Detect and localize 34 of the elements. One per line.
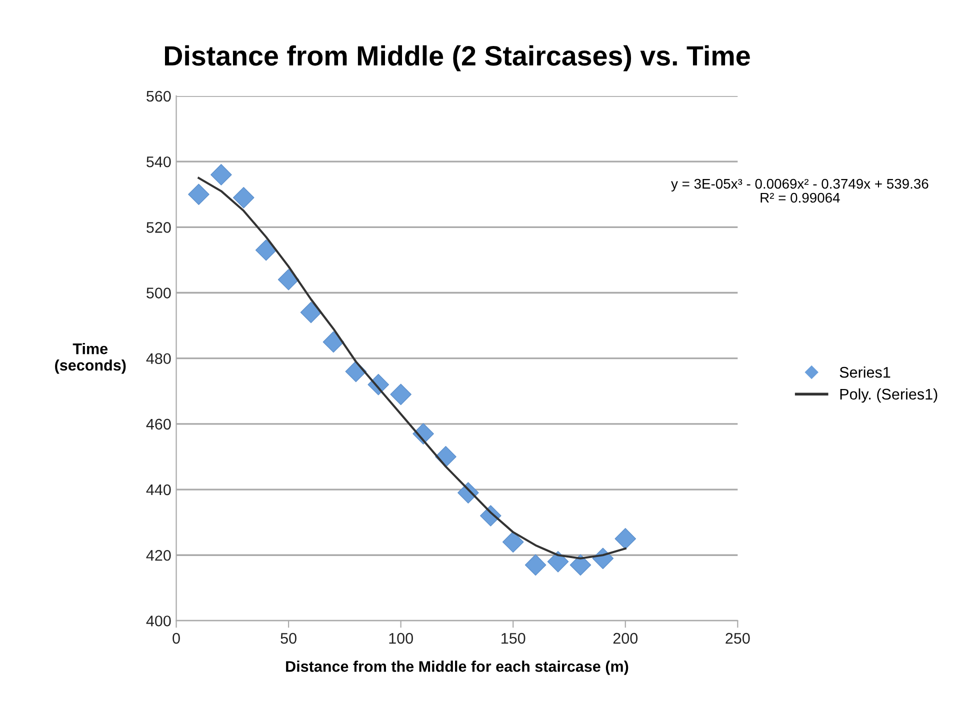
point bbox=[300, 302, 322, 324]
point bbox=[570, 554, 592, 576]
point bbox=[210, 164, 232, 186]
point bbox=[390, 384, 412, 406]
x-tick-label: 0 bbox=[172, 632, 180, 644]
x-tick-label: 100 bbox=[389, 632, 413, 644]
legend-label: Poly. (Series1) bbox=[840, 388, 938, 403]
y-tick-label: 420 bbox=[146, 550, 171, 561]
y-tick-label: 460 bbox=[146, 418, 171, 430]
y-tick-label: 440 bbox=[146, 484, 171, 496]
point bbox=[524, 554, 546, 576]
point bbox=[255, 239, 277, 261]
y-tick-label: 560 bbox=[146, 90, 171, 102]
point bbox=[278, 268, 300, 290]
point bbox=[188, 184, 210, 206]
x-tick-label: 50 bbox=[280, 632, 296, 644]
y-axis-title: Time (seconds) bbox=[55, 342, 126, 374]
x-tick-label: 200 bbox=[613, 632, 638, 644]
legend-label: Series1 bbox=[840, 366, 890, 378]
x-axis-title: Distance from the Middle for each staircase (m) bbox=[286, 660, 628, 675]
x-tick-label: 250 bbox=[726, 632, 750, 644]
point bbox=[322, 331, 344, 353]
point bbox=[232, 187, 254, 208]
y-tick-label: 500 bbox=[146, 288, 171, 298]
y-tick-label: 520 bbox=[146, 222, 171, 233]
x-tick-label: 150 bbox=[502, 632, 526, 644]
annotation: y = 3E-05x³ - 0.0069x² - 0.3749x + 539.36 R² = 0.99064 bbox=[671, 178, 928, 203]
y-tick-label: 480 bbox=[146, 353, 171, 364]
chart-title: Distance from Middle (2 Staircases) vs. Time bbox=[165, 45, 750, 72]
y-tick-label: 400 bbox=[146, 616, 171, 626]
point bbox=[502, 531, 524, 553]
point bbox=[614, 528, 636, 550]
y-tick-label: 540 bbox=[146, 156, 171, 168]
point bbox=[547, 551, 569, 572]
